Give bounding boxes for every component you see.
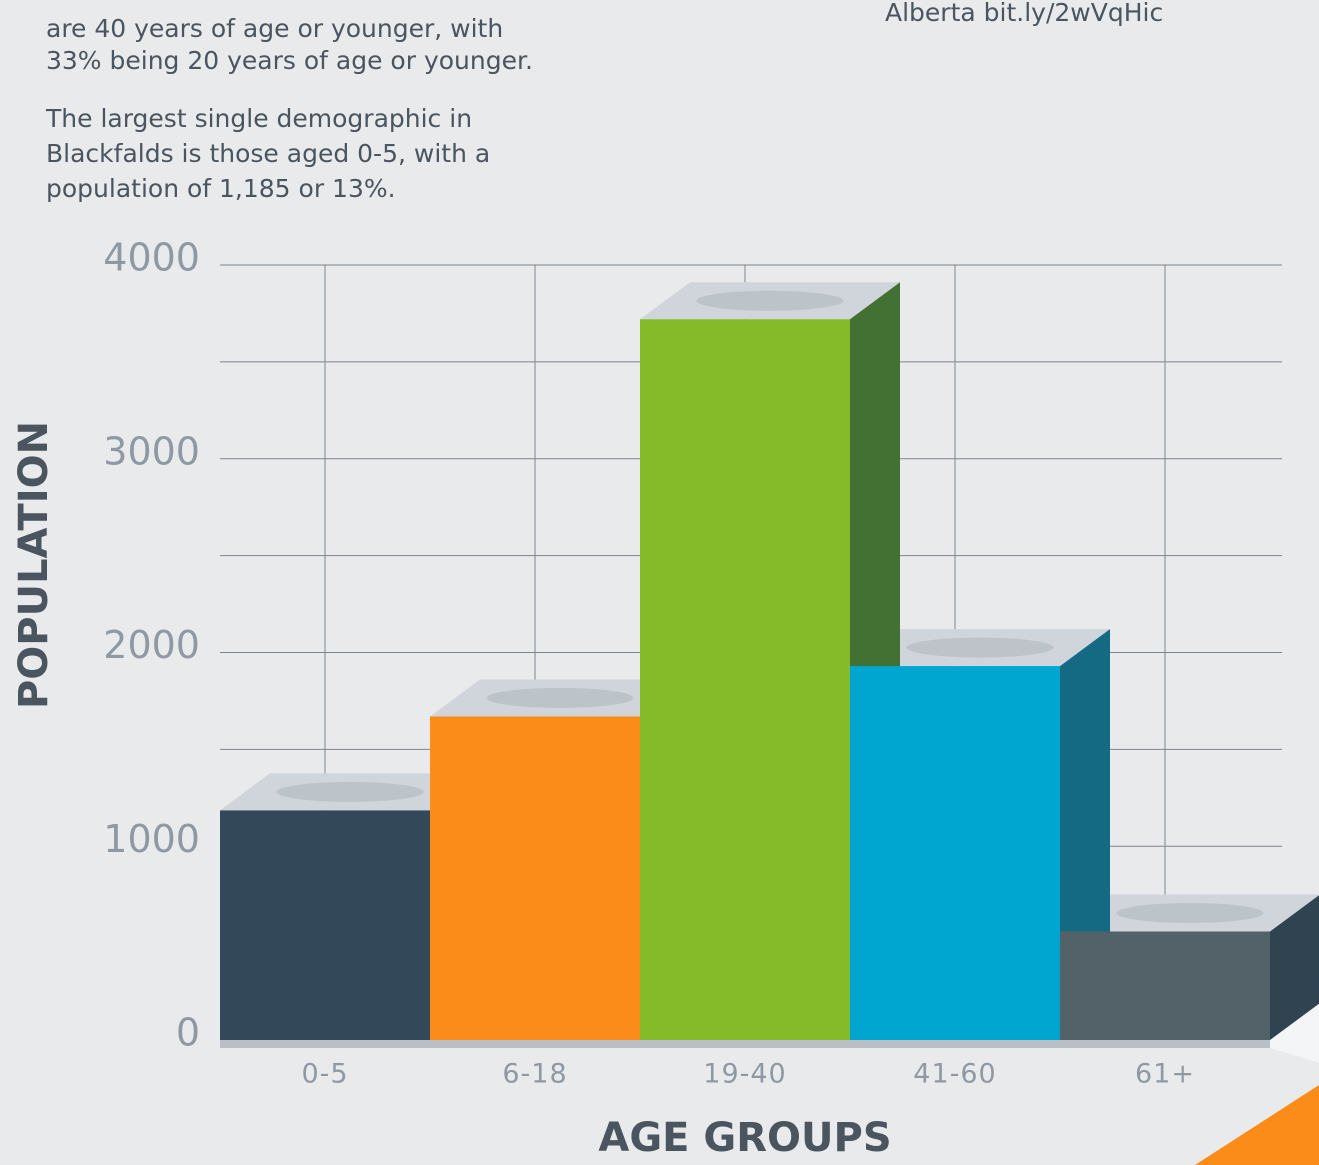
x-tick-label: 6-18 <box>502 1059 567 1090</box>
annotation: Blackfalds is those aged 0-5, with a <box>46 139 490 168</box>
y-axis-label: POPULATION <box>11 421 57 709</box>
bar <box>1060 931 1270 1040</box>
annotation: 33% being 20 years of age or younger. <box>46 46 533 75</box>
x-tick-label: 19-40 <box>703 1059 786 1090</box>
bar-shadow <box>1116 903 1264 923</box>
bar-side <box>1270 895 1319 1040</box>
y-tick-label: 4000 <box>103 236 200 280</box>
bar-shadow <box>696 290 844 311</box>
bar <box>430 716 640 1040</box>
x-tick-label: 61+ <box>1135 1059 1195 1090</box>
y-tick-label: 0 <box>176 1011 200 1055</box>
bar <box>220 810 430 1040</box>
y-tick-label: 1000 <box>103 817 200 861</box>
annotation: population of 1,185 or 13%. <box>46 174 396 203</box>
annotation: The largest single demographic in <box>45 104 472 133</box>
floor-edge <box>1270 1003 1319 1063</box>
x-tick-label: 41-60 <box>913 1059 996 1090</box>
floor <box>220 1040 1310 1048</box>
x-tick-label: 0-5 <box>301 1059 348 1090</box>
source: Alberta bit.ly/2wVqHic <box>885 0 1163 27</box>
y-tick-label: 2000 <box>103 623 200 667</box>
bar-shadow <box>906 637 1054 658</box>
corner-accent <box>1195 1085 1319 1165</box>
bar <box>640 319 850 1040</box>
y-tick-label: 3000 <box>103 429 200 473</box>
bar <box>850 666 1060 1040</box>
bar-shadow <box>276 781 424 802</box>
annotation: are 40 years of age or younger, with <box>46 14 503 43</box>
bar-shadow <box>486 687 634 708</box>
x-axis-label: AGE GROUPS <box>598 1115 891 1161</box>
